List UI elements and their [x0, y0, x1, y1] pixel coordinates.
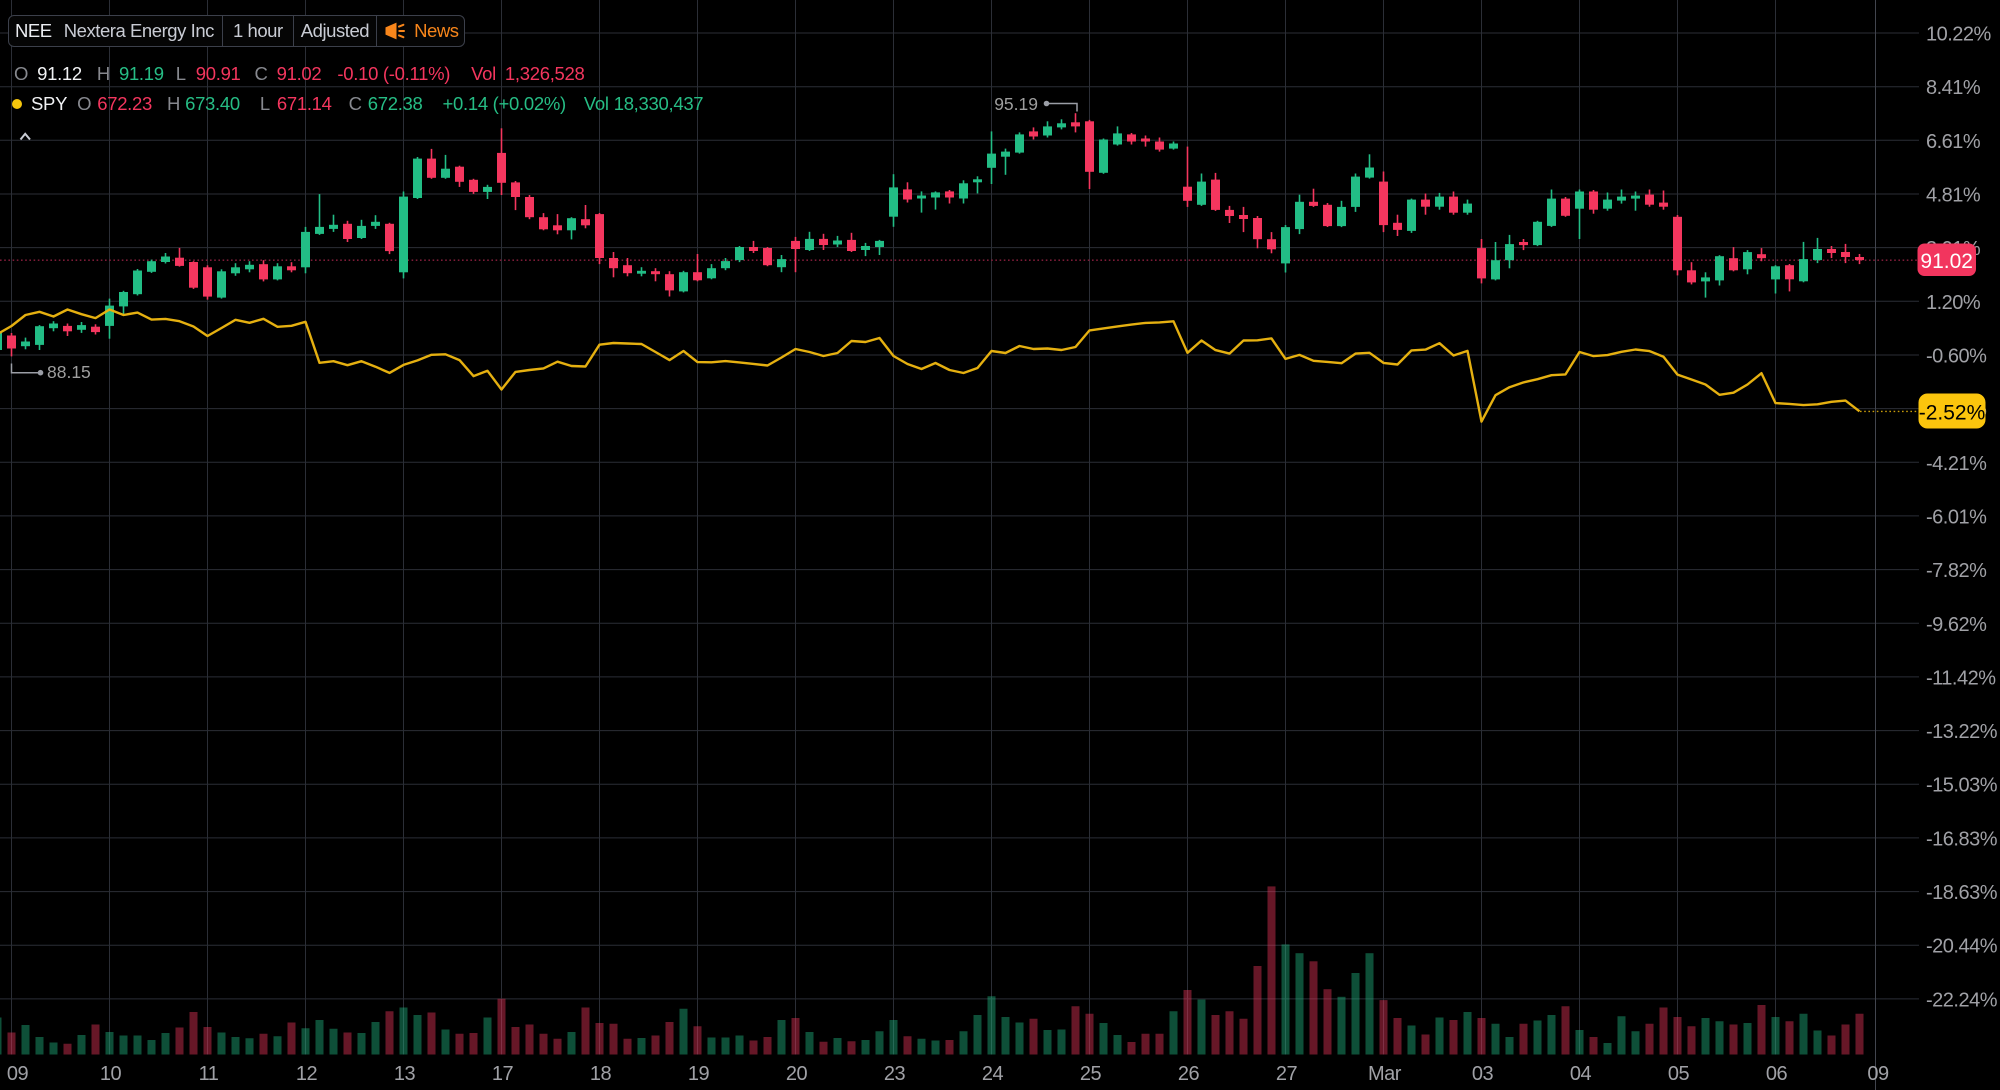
svg-text:09: 09 [1867, 1063, 1889, 1085]
svg-text:-15.03%: -15.03% [1926, 775, 1998, 797]
svg-text:20: 20 [786, 1063, 808, 1085]
svg-text:-16.83%: -16.83% [1926, 828, 1998, 850]
svg-text:-18.63%: -18.63% [1926, 882, 1998, 904]
svg-text:-13.22%: -13.22% [1926, 721, 1998, 743]
svg-text:03: 03 [1472, 1063, 1494, 1085]
svg-text:1.20%: 1.20% [1926, 292, 1981, 314]
svg-text:Mar: Mar [1368, 1063, 1402, 1085]
svg-text:26: 26 [1178, 1063, 1200, 1085]
svg-text:-11.42%: -11.42% [1926, 667, 1996, 689]
svg-text:12: 12 [296, 1063, 318, 1085]
svg-text:23: 23 [884, 1063, 906, 1085]
svg-text:-4.21%: -4.21% [1926, 453, 1987, 475]
svg-text:11: 11 [199, 1063, 219, 1085]
svg-text:24: 24 [982, 1063, 1004, 1085]
svg-text:88.15: 88.15 [47, 362, 91, 382]
svg-text:91.02: 91.02 [1920, 250, 1973, 273]
svg-text:10: 10 [100, 1063, 122, 1085]
svg-text:6.61%: 6.61% [1926, 131, 1981, 153]
svg-text:8.41%: 8.41% [1926, 77, 1981, 99]
svg-text:-7.82%: -7.82% [1926, 560, 1987, 582]
svg-text:27: 27 [1276, 1063, 1298, 1085]
svg-text:-9.62%: -9.62% [1926, 614, 1987, 636]
svg-text:-20.44%: -20.44% [1926, 936, 1998, 958]
svg-text:17: 17 [492, 1063, 514, 1085]
svg-text:04: 04 [1570, 1063, 1592, 1085]
svg-text:10.22%: 10.22% [1926, 24, 1992, 46]
svg-text:18: 18 [590, 1063, 612, 1085]
svg-text:09: 09 [7, 1063, 29, 1085]
svg-text:4.81%: 4.81% [1926, 185, 1981, 207]
svg-text:05: 05 [1668, 1063, 1690, 1085]
svg-text:19: 19 [688, 1063, 710, 1085]
svg-text:-2.52%: -2.52% [1919, 402, 1986, 425]
svg-text:25: 25 [1080, 1063, 1102, 1085]
svg-text:-0.60%: -0.60% [1926, 346, 1987, 368]
svg-text:95.19: 95.19 [994, 94, 1038, 114]
svg-text:-22.24%: -22.24% [1926, 989, 1998, 1011]
svg-text:06: 06 [1766, 1063, 1788, 1085]
svg-text:-6.01%: -6.01% [1926, 506, 1987, 528]
svg-text:13: 13 [394, 1063, 416, 1085]
